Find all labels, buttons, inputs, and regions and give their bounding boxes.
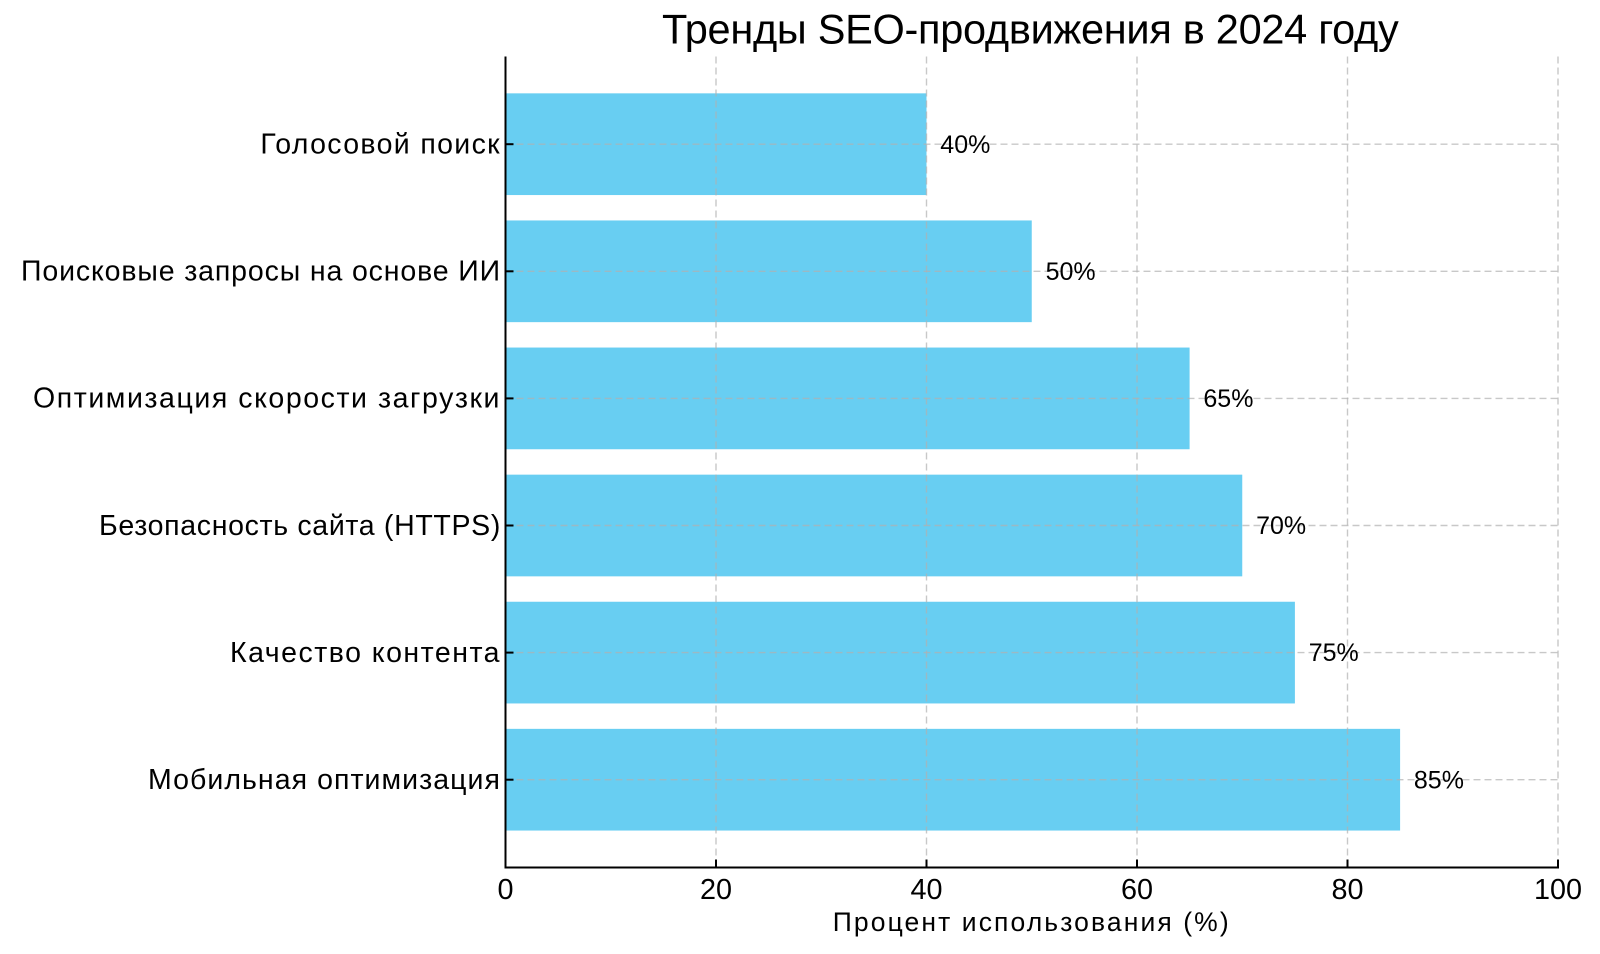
svg-text:80: 80 (1331, 874, 1363, 906)
svg-text:Безопасность сайта (HTTPS): Безопасность сайта (HTTPS) (99, 510, 501, 542)
svg-text:Качество контента: Качество контента (230, 637, 501, 669)
svg-text:Процент использования (%): Процент использования (%) (833, 907, 1231, 937)
svg-text:70%: 70% (1256, 512, 1306, 540)
svg-text:20: 20 (700, 874, 732, 906)
svg-text:85%: 85% (1414, 766, 1464, 794)
svg-text:Голосовой поиск: Голосовой поиск (260, 129, 501, 161)
svg-text:40%: 40% (940, 131, 990, 159)
svg-text:100: 100 (1534, 874, 1582, 906)
svg-text:0: 0 (497, 874, 513, 906)
svg-text:Мобильная оптимизация: Мобильная оптимизация (148, 764, 501, 796)
svg-text:60: 60 (1121, 874, 1153, 906)
svg-text:Оптимизация скорости загрузки: Оптимизация скорости загрузки (33, 383, 501, 415)
svg-text:50%: 50% (1046, 258, 1096, 286)
svg-text:Поисковые запросы на основе ИИ: Поисковые запросы на основе ИИ (21, 256, 501, 288)
svg-text:Тренды SEO-продвижения в 2024: Тренды SEO-продвижения в 2024 году (662, 6, 1399, 53)
svg-text:75%: 75% (1309, 639, 1359, 667)
svg-text:65%: 65% (1203, 385, 1253, 413)
svg-text:40: 40 (910, 874, 942, 906)
